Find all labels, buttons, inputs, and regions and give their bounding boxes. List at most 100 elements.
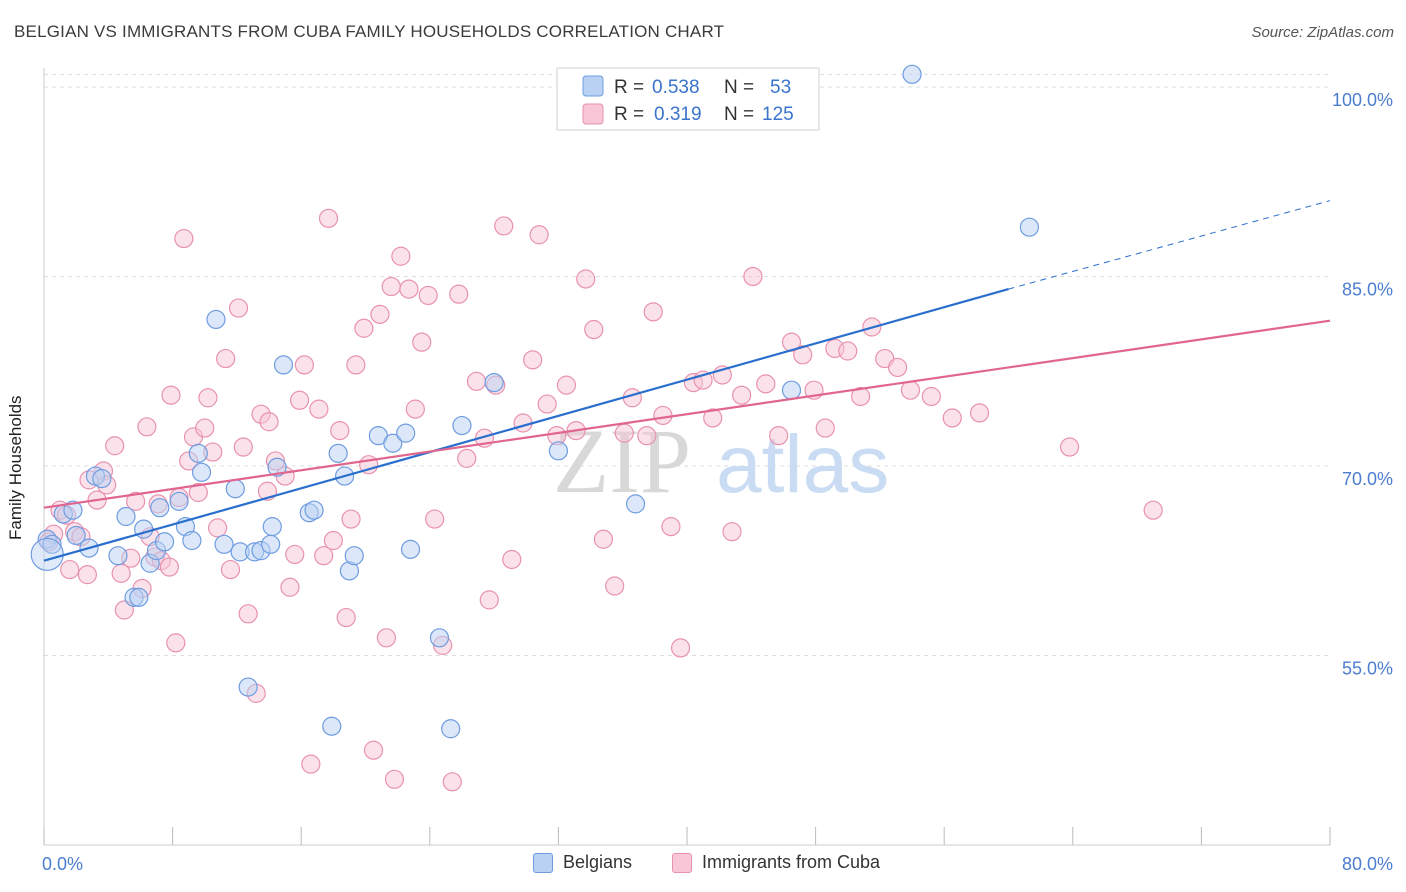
trend-line-belgians bbox=[43, 288, 1009, 562]
cuba-point bbox=[793, 345, 813, 365]
legend-label-cuba: Immigrants from Cuba bbox=[702, 852, 881, 872]
belgians-point bbox=[304, 500, 324, 520]
belgians-point bbox=[400, 539, 421, 559]
cuba-point bbox=[330, 421, 350, 441]
series-legend: Belgians Immigrants from Cuba bbox=[0, 852, 1406, 878]
cuba-point bbox=[942, 408, 962, 428]
cuba-point bbox=[661, 517, 681, 537]
cuba-point bbox=[399, 279, 419, 299]
cuba-point bbox=[137, 417, 157, 437]
cuba-point bbox=[851, 386, 871, 407]
x-tick-label: 80.0% bbox=[1342, 854, 1393, 874]
stats-legend-swatch-blue bbox=[582, 75, 604, 97]
axes bbox=[43, 68, 1331, 846]
cuba-point bbox=[318, 208, 339, 228]
cuba-point bbox=[363, 740, 384, 760]
legend-item-cuba[interactable]: Immigrants from Cuba bbox=[672, 852, 880, 873]
cuba-point bbox=[405, 399, 425, 419]
cuba-point bbox=[494, 216, 514, 236]
cuba-point bbox=[228, 298, 249, 318]
belgians-point bbox=[328, 443, 348, 463]
cuba-point bbox=[259, 412, 279, 432]
belgians-point bbox=[262, 517, 282, 537]
cuba-point bbox=[233, 437, 253, 457]
y-tick-label: 55.0% bbox=[1342, 658, 1393, 678]
stats-r-value: 0.319 bbox=[654, 104, 702, 125]
cuba-point bbox=[384, 769, 405, 789]
cuba-point bbox=[341, 509, 361, 529]
cuba-point bbox=[220, 559, 241, 580]
belgians-point bbox=[42, 534, 62, 554]
belgians-point bbox=[63, 500, 83, 520]
cuba-point bbox=[188, 482, 208, 503]
belgians-point bbox=[129, 587, 149, 607]
cuba-point bbox=[336, 607, 356, 628]
legend-item-belgians[interactable]: Belgians bbox=[533, 852, 632, 873]
belgians-point bbox=[383, 433, 403, 453]
cuba-point bbox=[370, 304, 390, 324]
cuba-point bbox=[412, 332, 432, 352]
belgians-point bbox=[169, 491, 189, 511]
belgians-point bbox=[273, 355, 294, 375]
cuba-point bbox=[556, 375, 577, 395]
cuba-point bbox=[593, 529, 614, 549]
stats-n-value: 53 bbox=[770, 77, 791, 98]
cuba-point bbox=[529, 225, 549, 245]
y-tick-label: 85.0% bbox=[1342, 279, 1393, 299]
belgians-point bbox=[484, 372, 504, 393]
cuba-point bbox=[159, 557, 179, 577]
cuba-point bbox=[887, 357, 908, 378]
cuba-point bbox=[584, 319, 604, 340]
cuba-point bbox=[301, 754, 321, 774]
trend-line-belgians-extension bbox=[1008, 200, 1331, 290]
cuba-point bbox=[105, 436, 125, 456]
cuba-point bbox=[418, 285, 438, 306]
stats-n-label: N = bbox=[724, 77, 754, 98]
belgians-point bbox=[191, 462, 212, 482]
cuba-point bbox=[280, 577, 300, 597]
cuba-point bbox=[449, 284, 469, 304]
watermark-atlas: atlas bbox=[716, 419, 889, 510]
cuba-point bbox=[289, 390, 310, 410]
cuba-point bbox=[174, 228, 194, 249]
belgians-point bbox=[261, 534, 281, 554]
legend-swatch-belgians bbox=[533, 852, 553, 873]
cuba-point bbox=[900, 380, 921, 400]
cuba-point bbox=[114, 600, 134, 620]
cuba-point bbox=[216, 348, 236, 369]
cuba-point bbox=[838, 341, 858, 361]
belgians-point bbox=[66, 525, 86, 546]
cuba-point bbox=[285, 544, 305, 565]
belgians-point bbox=[441, 719, 461, 739]
belgians-point bbox=[396, 423, 416, 443]
cuba-point bbox=[732, 385, 752, 405]
cuba-point bbox=[653, 405, 673, 426]
cuba-point bbox=[670, 638, 691, 658]
cuba-point bbox=[1143, 500, 1163, 520]
y-tick-label: 70.0% bbox=[1342, 469, 1393, 489]
cuba-point bbox=[523, 350, 543, 370]
cuba-point bbox=[466, 371, 487, 391]
stats-legend-swatch-pink bbox=[582, 103, 604, 125]
cuba-point bbox=[354, 318, 374, 338]
legend-swatch-cuba bbox=[672, 852, 692, 873]
cuba-point bbox=[614, 423, 634, 443]
belgians-point bbox=[452, 415, 472, 436]
cuba-point bbox=[457, 448, 477, 468]
belgians-point bbox=[902, 64, 922, 84]
cuba-point bbox=[605, 576, 625, 596]
cuba-point bbox=[77, 565, 98, 585]
x-tick-label: 0.0% bbox=[42, 854, 83, 874]
cuba-point bbox=[161, 385, 181, 405]
belgians-point bbox=[625, 494, 646, 514]
legend-label-belgians: Belgians bbox=[563, 852, 633, 872]
cuba-point bbox=[126, 491, 146, 511]
cuba-point bbox=[60, 559, 80, 580]
source-label: Source: ZipAtlas.com bbox=[1251, 24, 1394, 41]
cuba-point bbox=[294, 355, 315, 375]
belgians-point bbox=[150, 498, 170, 518]
stats-r-label: R = bbox=[614, 104, 644, 125]
belgians-point bbox=[781, 380, 802, 400]
cuba-point bbox=[195, 418, 215, 438]
